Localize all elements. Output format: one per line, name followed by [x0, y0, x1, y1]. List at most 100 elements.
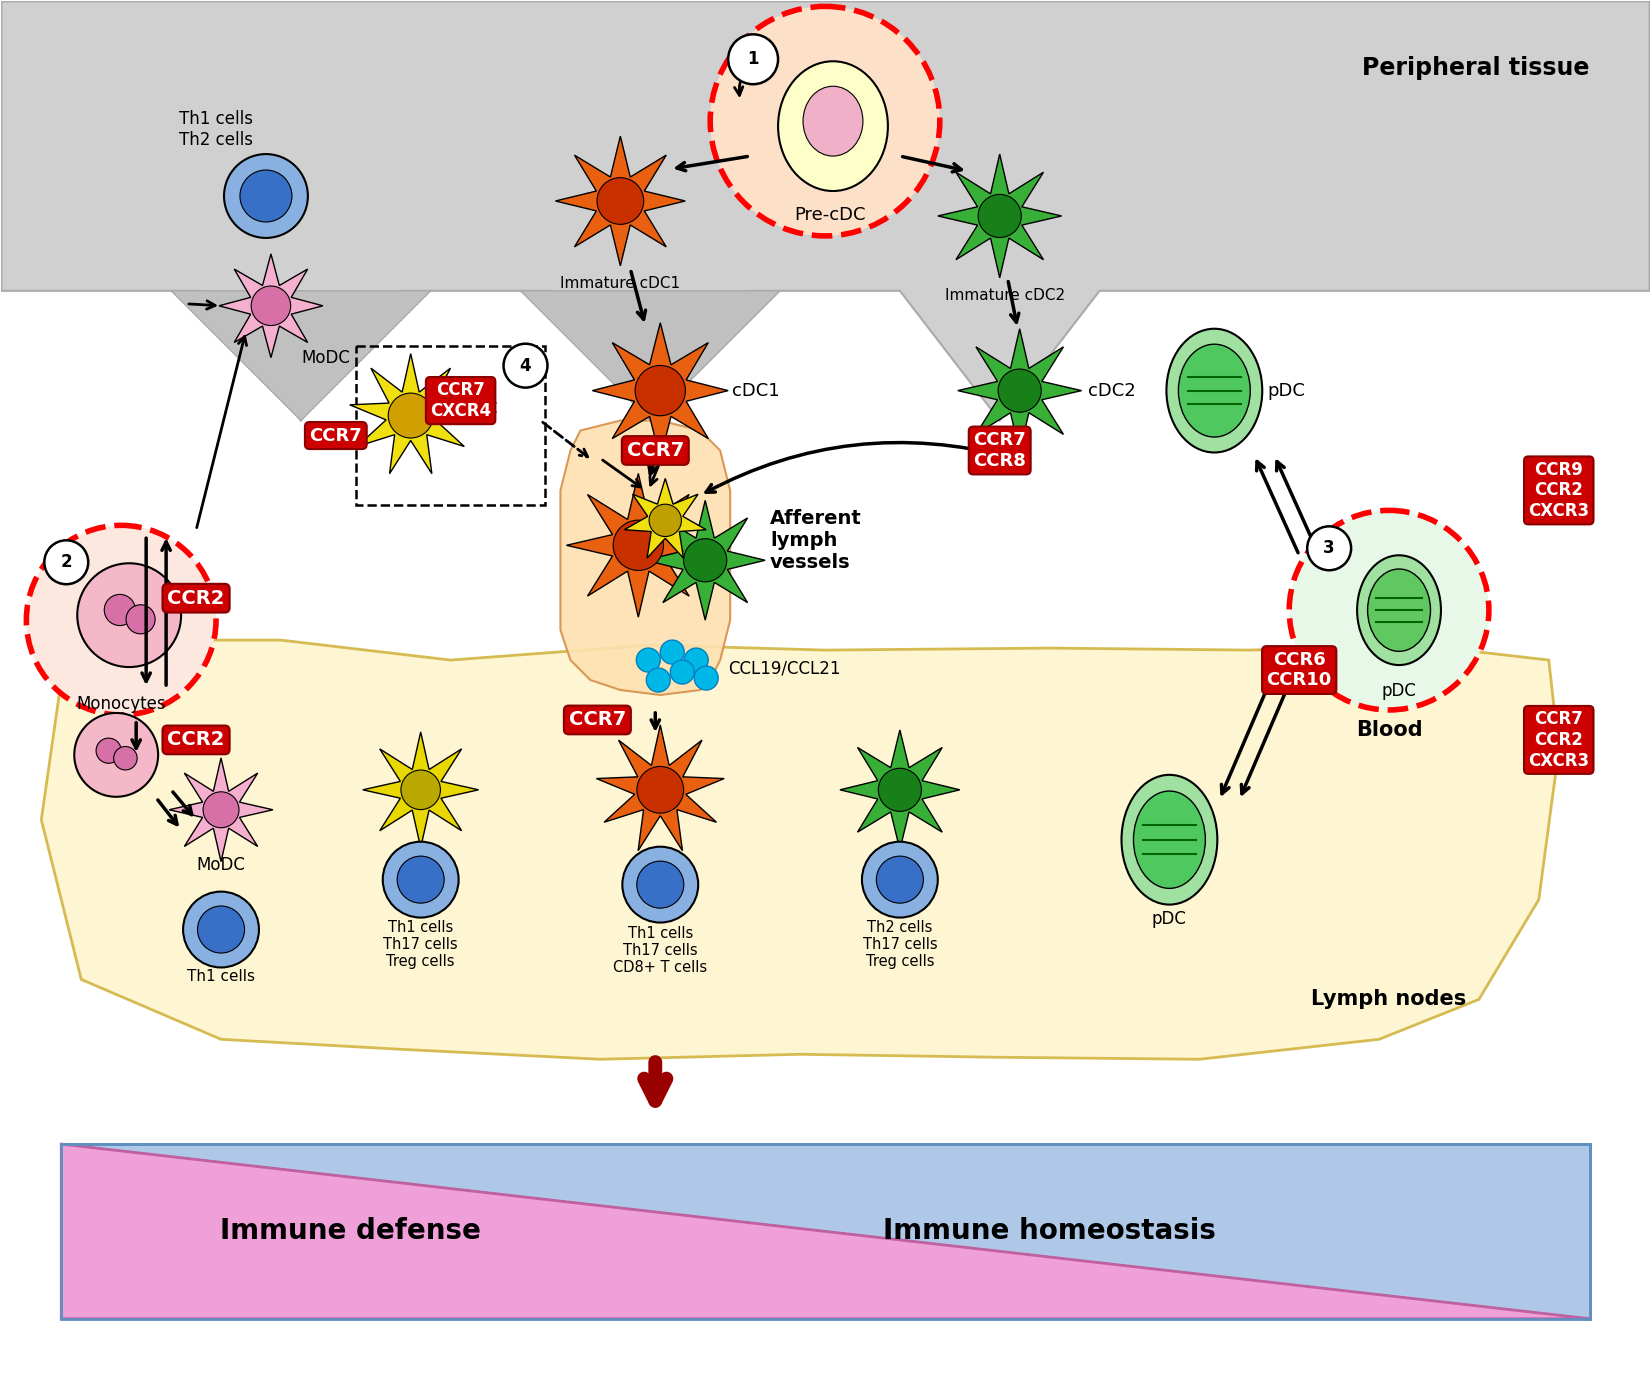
Circle shape	[96, 738, 121, 763]
Text: Lymph nodes: Lymph nodes	[1311, 990, 1466, 1009]
Circle shape	[637, 766, 684, 813]
Circle shape	[878, 769, 921, 812]
Circle shape	[45, 541, 88, 584]
Text: CCL19/CCL21: CCL19/CCL21	[728, 659, 840, 677]
Text: Immune homeostasis: Immune homeostasis	[883, 1218, 1217, 1245]
Text: CCR2: CCR2	[167, 730, 225, 749]
Ellipse shape	[802, 86, 863, 156]
Polygon shape	[555, 136, 685, 265]
Ellipse shape	[1134, 791, 1205, 888]
Text: 2: 2	[61, 553, 73, 571]
Circle shape	[977, 195, 1022, 238]
Text: Th1 cells
Th17 cells
Treg cells: Th1 cells Th17 cells Treg cells	[383, 920, 457, 969]
Polygon shape	[168, 758, 272, 862]
Circle shape	[114, 746, 137, 770]
Polygon shape	[596, 726, 725, 851]
Text: CCR7
CXCR4: CCR7 CXCR4	[429, 381, 492, 420]
Circle shape	[710, 7, 939, 236]
Polygon shape	[520, 291, 779, 421]
Text: pDC: pDC	[1382, 682, 1417, 701]
Text: Immune defense: Immune defense	[220, 1218, 480, 1245]
Circle shape	[1308, 527, 1351, 570]
Text: Th1 cells
Th2 cells: Th1 cells Th2 cells	[178, 110, 253, 149]
Text: pDC: pDC	[1152, 909, 1187, 927]
Ellipse shape	[1166, 328, 1263, 453]
Circle shape	[649, 505, 682, 537]
Circle shape	[862, 842, 938, 917]
Circle shape	[383, 842, 459, 917]
Text: 4: 4	[520, 357, 532, 375]
Ellipse shape	[1357, 555, 1441, 664]
Polygon shape	[350, 353, 472, 474]
Polygon shape	[363, 733, 479, 848]
Text: 1: 1	[748, 50, 759, 68]
Text: CCR2: CCR2	[167, 589, 225, 607]
Text: cDC2: cDC2	[1088, 382, 1136, 399]
Circle shape	[239, 170, 292, 222]
Text: Pre-cDC: Pre-cDC	[794, 206, 865, 224]
Circle shape	[78, 563, 182, 667]
Circle shape	[203, 792, 239, 827]
Ellipse shape	[1121, 774, 1217, 905]
Circle shape	[74, 713, 158, 796]
Text: MoDC: MoDC	[300, 349, 350, 367]
Circle shape	[26, 525, 216, 714]
Text: MoDC: MoDC	[196, 856, 246, 874]
Polygon shape	[61, 1144, 1590, 1319]
Text: CCR7
CCR8: CCR7 CCR8	[974, 431, 1027, 470]
Circle shape	[198, 906, 244, 954]
Circle shape	[225, 154, 307, 238]
Circle shape	[183, 891, 259, 967]
Circle shape	[125, 605, 155, 634]
Text: Monocytes: Monocytes	[76, 695, 167, 713]
Polygon shape	[2, 1, 1649, 421]
Circle shape	[670, 660, 693, 684]
Polygon shape	[958, 328, 1081, 453]
Circle shape	[598, 178, 644, 224]
Circle shape	[388, 393, 433, 438]
Text: Peripheral tissue: Peripheral tissue	[1362, 56, 1590, 81]
Circle shape	[251, 286, 291, 325]
Circle shape	[401, 770, 441, 809]
Text: CCR7
CCR2
CXCR3: CCR7 CCR2 CXCR3	[1529, 710, 1590, 770]
Polygon shape	[560, 421, 730, 695]
Polygon shape	[624, 478, 707, 559]
Circle shape	[636, 366, 685, 416]
Polygon shape	[938, 154, 1062, 278]
Circle shape	[646, 669, 670, 692]
Circle shape	[1289, 510, 1489, 710]
Circle shape	[728, 35, 778, 85]
Text: Th2 cells
Th17 cells
Treg cells: Th2 cells Th17 cells Treg cells	[862, 920, 938, 969]
Text: cDC1: cDC1	[731, 382, 779, 399]
Text: CCR9
CCR2
CXCR3: CCR9 CCR2 CXCR3	[1529, 460, 1590, 520]
Text: Th1 cells
Th17 cells
CD8+ T cells: Th1 cells Th17 cells CD8+ T cells	[613, 926, 707, 976]
Circle shape	[636, 648, 660, 671]
Circle shape	[398, 856, 444, 904]
Ellipse shape	[778, 61, 888, 190]
Circle shape	[613, 520, 664, 570]
Polygon shape	[220, 254, 324, 357]
Polygon shape	[840, 730, 959, 849]
Circle shape	[684, 648, 708, 671]
Circle shape	[877, 856, 923, 904]
Ellipse shape	[1179, 345, 1250, 436]
Polygon shape	[172, 291, 431, 421]
Text: CCR7: CCR7	[309, 427, 362, 445]
Text: Th1 cells: Th1 cells	[187, 969, 254, 984]
Circle shape	[504, 343, 548, 388]
Text: 3: 3	[1324, 539, 1336, 557]
Text: CCR6
CCR10: CCR6 CCR10	[1266, 651, 1332, 689]
Circle shape	[660, 641, 684, 664]
Circle shape	[637, 862, 684, 908]
Circle shape	[999, 370, 1042, 413]
Text: Immature cDC2: Immature cDC2	[944, 288, 1065, 303]
Circle shape	[693, 666, 718, 689]
Text: CCR7: CCR7	[627, 441, 684, 460]
Polygon shape	[566, 474, 710, 617]
Ellipse shape	[1367, 569, 1430, 652]
Text: LC: LC	[475, 399, 499, 417]
Polygon shape	[593, 322, 728, 459]
Text: pDC: pDC	[1268, 382, 1306, 399]
Circle shape	[622, 847, 698, 923]
Polygon shape	[61, 1144, 1590, 1319]
